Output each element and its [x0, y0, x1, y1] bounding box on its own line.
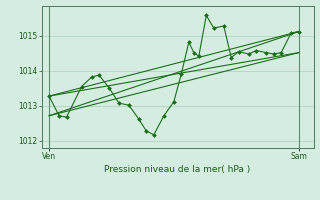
X-axis label: Pression niveau de la mer( hPa ): Pression niveau de la mer( hPa ) [104, 165, 251, 174]
